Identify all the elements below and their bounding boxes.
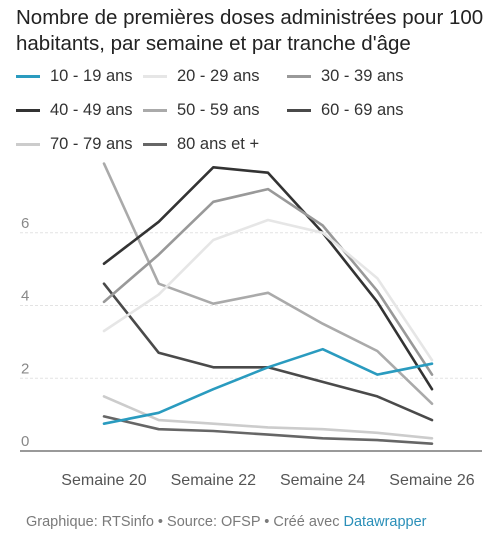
x-tick-label: Semaine 24 xyxy=(280,472,365,489)
legend-item-8: 80 ans et + xyxy=(143,134,259,154)
series-line-6 xyxy=(102,282,434,422)
y-tick-label: 6 xyxy=(21,215,29,232)
legend-swatch xyxy=(16,74,40,78)
legend-item-7: 70 - 79 ans xyxy=(16,134,133,154)
legend-swatch xyxy=(143,142,167,146)
legend-swatch xyxy=(16,142,40,146)
legend-swatch xyxy=(143,108,167,112)
series-line-8 xyxy=(102,415,434,446)
legend-label: 30 - 39 ans xyxy=(321,66,404,85)
legend-item-2: 20 - 29 ans xyxy=(143,66,260,86)
legend-item-6: 60 - 69 ans xyxy=(287,100,404,120)
legend-item-4: 40 - 49 ans xyxy=(16,100,133,120)
series-line-4 xyxy=(102,165,434,391)
series-line-5 xyxy=(102,162,434,405)
legend-label: 50 - 59 ans xyxy=(177,100,260,119)
legend-item-1: 10 - 19 ans xyxy=(16,66,133,86)
series-line-2 xyxy=(102,218,434,362)
line-chart: 0 2 4 6 Semaine 20 Semaine 22 Semaine 24 Semain… xyxy=(20,162,482,489)
y-tick-label: 2 xyxy=(21,360,29,377)
legend-item-5: 50 - 59 ans xyxy=(143,100,260,120)
x-tick-label: Semaine 20 xyxy=(61,472,146,489)
legend-label: 10 - 19 ans xyxy=(50,66,133,85)
footer-source: Graphique: RTSinfo • Source: OFSP • Créé… xyxy=(26,514,344,530)
y-tick-label: 0 xyxy=(21,433,29,450)
series-line-1 xyxy=(102,347,434,426)
legend-item-3: 30 - 39 ans xyxy=(287,66,404,86)
legend-label: 20 - 29 ans xyxy=(177,66,260,85)
legend-swatch xyxy=(287,74,311,78)
legend-swatch xyxy=(287,108,311,112)
datawrapper-link[interactable]: Datawrapper xyxy=(343,514,427,530)
legend-label: 80 ans et + xyxy=(177,134,260,153)
legend-label: 40 - 49 ans xyxy=(50,100,133,119)
legend-label: 70 - 79 ans xyxy=(50,134,133,153)
series-line-3 xyxy=(102,187,434,376)
legend-label: 60 - 69 ans xyxy=(321,100,404,119)
x-tick-label: Semaine 22 xyxy=(171,472,256,489)
chart-title: Nombre de premières doses administrées p… xyxy=(16,6,484,55)
chart-footer: Graphique: RTSinfo • Source: OFSP • Créé… xyxy=(26,514,427,530)
legend-swatch xyxy=(143,74,167,78)
series-line-7 xyxy=(102,395,434,440)
legend-swatch xyxy=(16,108,40,112)
y-tick-label: 4 xyxy=(21,288,29,305)
x-tick-label: Semaine 26 xyxy=(389,472,474,489)
